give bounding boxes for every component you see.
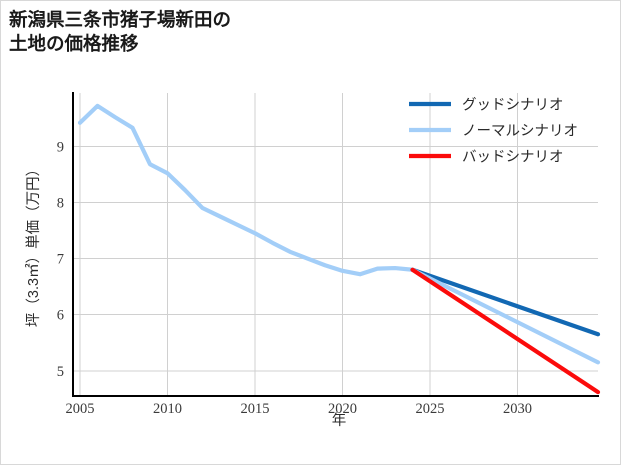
- series-line: [410, 267, 601, 365]
- y-axis-label-text: 坪（3.3㎡）単価（万円）: [25, 162, 42, 327]
- y-axis-ticks: 5 6 7 8 9: [57, 139, 64, 379]
- x-tick-label: 2030: [503, 401, 532, 417]
- y-tick-label: 8: [57, 195, 64, 211]
- series-group: [77, 103, 601, 395]
- x-tick-label: 2015: [241, 401, 270, 417]
- legend-label: ノーマルシナリオ: [462, 124, 578, 140]
- x-axis-ticks: 2005 2010 2015 2020 2025 2030: [66, 401, 533, 417]
- y-tick-label: 9: [57, 139, 64, 155]
- x-tick-label: 2005: [66, 401, 95, 417]
- legend-label: バッドシナリオ: [462, 150, 564, 166]
- x-tick-label: 2020: [328, 401, 357, 417]
- series-line: [77, 103, 415, 277]
- x-tick-label: 2010: [153, 401, 182, 417]
- x-tick-label: 2025: [416, 401, 445, 417]
- series-line: [410, 267, 601, 337]
- y-tick-label: 6: [57, 308, 64, 324]
- y-tick-label: 7: [57, 252, 64, 268]
- x-axis-label: 年: [332, 412, 347, 429]
- gridlines: [73, 93, 598, 396]
- y-axis-label: 坪（3.3㎡）単価（万円）: [25, 162, 42, 327]
- y-tick-label: 5: [57, 364, 64, 380]
- legend-label: グッドシナリオ: [462, 97, 564, 114]
- axes: [71, 92, 599, 398]
- page-title: 新潟県三条市猪子場新田の 土地の価格推移: [9, 9, 232, 55]
- series-line: [410, 267, 601, 395]
